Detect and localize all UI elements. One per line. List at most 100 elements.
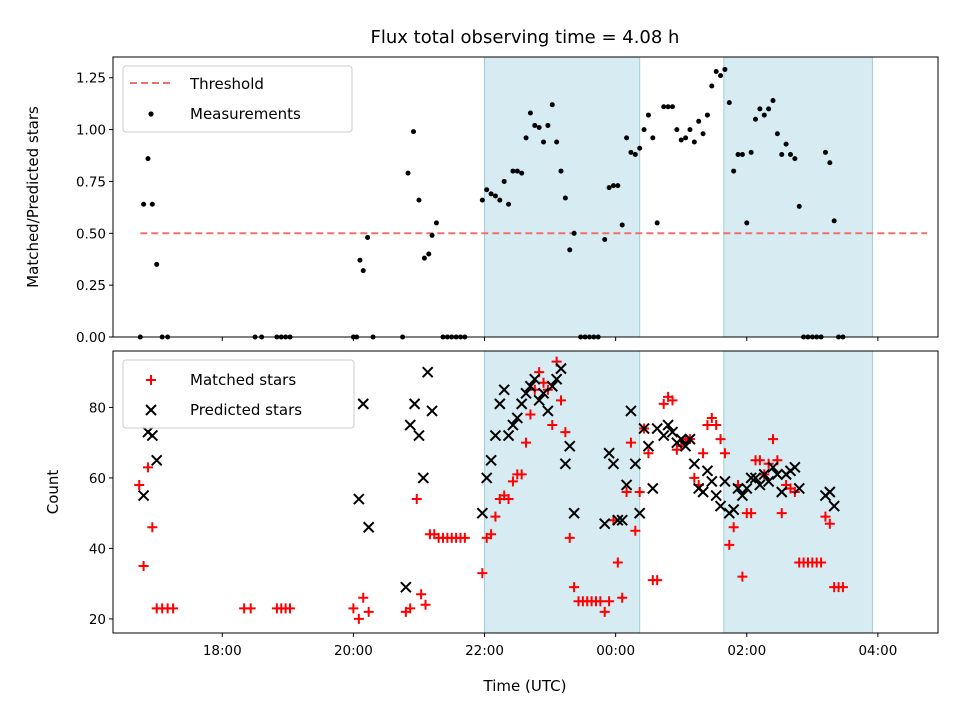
top-legend-frame bbox=[122, 65, 353, 133]
matched-point-31 bbox=[459, 532, 470, 543]
predicted-point-30 bbox=[546, 380, 558, 392]
measurement-point-21 bbox=[410, 129, 416, 135]
matched-point-3 bbox=[147, 522, 158, 533]
measurement-point-53 bbox=[567, 247, 573, 253]
matched-point-83 bbox=[702, 420, 713, 431]
predicted-point-76 bbox=[776, 486, 788, 498]
matched-point-17 bbox=[363, 606, 374, 617]
predicted-point-32 bbox=[555, 362, 567, 375]
predicted-point-71 bbox=[754, 479, 766, 491]
measurement-point-63 bbox=[615, 183, 621, 189]
measurement-point-52 bbox=[562, 195, 568, 201]
predicted-point-40 bbox=[616, 514, 628, 526]
measurement-point-88 bbox=[726, 100, 732, 106]
matched-point-91 bbox=[737, 571, 748, 582]
predicted-point-41 bbox=[620, 479, 633, 491]
matched-point-87 bbox=[719, 448, 730, 459]
legend-matched-label: Matched stars bbox=[190, 371, 296, 389]
predicted-point-46 bbox=[642, 440, 655, 452]
predicted-point-55 bbox=[684, 433, 696, 445]
predicted-point-37 bbox=[603, 447, 615, 459]
measurement-point-37 bbox=[497, 197, 503, 203]
measurement-point-84 bbox=[709, 83, 715, 89]
legend-measurements-label: Measurements bbox=[190, 105, 301, 123]
measurement-point-90 bbox=[735, 151, 741, 157]
measurement-point-2 bbox=[145, 156, 151, 162]
measurement-point-79 bbox=[687, 127, 693, 133]
measurement-point-42 bbox=[519, 170, 525, 176]
matched-point-9 bbox=[245, 603, 256, 614]
predicted-point-54 bbox=[679, 440, 692, 452]
matched-point-68 bbox=[634, 487, 645, 497]
matched-point-93 bbox=[746, 508, 757, 519]
top-y-tick-label-3: 0.75 bbox=[76, 174, 106, 190]
predicted-point-35 bbox=[568, 507, 580, 519]
predicted-point-53 bbox=[675, 433, 687, 445]
matched-point-110 bbox=[820, 511, 831, 522]
matched-point-16 bbox=[358, 592, 369, 603]
top-plot-frame bbox=[112, 56, 939, 338]
x-tick-label-1: 20:00 bbox=[334, 643, 373, 659]
measurement-point-83 bbox=[704, 112, 710, 118]
measurement-point-51 bbox=[558, 168, 564, 174]
bottom-legend-frame bbox=[122, 359, 355, 429]
measurement-point-23 bbox=[421, 255, 427, 261]
predicted-point-82 bbox=[824, 486, 836, 498]
predicted-point-4 bbox=[353, 493, 365, 505]
matched-point-48 bbox=[547, 420, 558, 431]
matched-point-51 bbox=[560, 427, 571, 438]
measurement-point-98 bbox=[770, 98, 776, 104]
predicted-point-51 bbox=[666, 426, 679, 438]
matched-point-67 bbox=[630, 525, 641, 536]
predicted-point-28 bbox=[537, 387, 550, 400]
predicted-point-49 bbox=[658, 429, 670, 442]
matched-point-75 bbox=[667, 395, 678, 406]
predicted-point-45 bbox=[638, 422, 650, 435]
predicted-point-61 bbox=[710, 489, 722, 502]
top-shaded-interval-0 bbox=[484, 56, 641, 338]
predicted-point-2 bbox=[146, 429, 159, 442]
matched-point-15 bbox=[353, 613, 364, 624]
predicted-point-23 bbox=[515, 398, 528, 410]
matched-point-114 bbox=[837, 582, 848, 593]
measurement-point-87 bbox=[722, 66, 728, 72]
matched-point-100 bbox=[776, 508, 787, 519]
measurement-point-1 bbox=[141, 201, 147, 207]
measurement-point-40 bbox=[510, 168, 516, 174]
measurement-point-38 bbox=[501, 178, 507, 184]
measurement-point-94 bbox=[753, 116, 759, 122]
measurement-point-50 bbox=[554, 139, 560, 145]
predicted-point-75 bbox=[771, 468, 784, 481]
measurement-point-70 bbox=[645, 112, 651, 118]
predicted-point-83 bbox=[828, 500, 840, 512]
matched-point-66 bbox=[625, 437, 636, 448]
legend-threshold-label: Threshold bbox=[189, 75, 264, 93]
measurement-point-24 bbox=[426, 251, 432, 257]
bot-y-tick-label-2: 60 bbox=[89, 471, 106, 487]
measurement-point-97 bbox=[766, 106, 772, 112]
measurement-point-76 bbox=[674, 127, 680, 133]
matched-point-59 bbox=[595, 596, 606, 607]
matched-point-86 bbox=[715, 434, 726, 445]
predicted-point-13 bbox=[426, 405, 438, 417]
predicted-point-0 bbox=[137, 489, 150, 502]
matched-point-109 bbox=[816, 557, 827, 568]
top-y-tick-label-5: 1.25 bbox=[76, 71, 106, 87]
predicted-point-44 bbox=[633, 507, 646, 519]
x-tick-label-4: 02:00 bbox=[727, 643, 766, 659]
matched-point-0 bbox=[134, 479, 145, 490]
measurement-point-91 bbox=[739, 151, 745, 157]
predicted-point-65 bbox=[727, 503, 740, 516]
measurement-point-92 bbox=[744, 220, 750, 226]
measurement-point-44 bbox=[527, 110, 533, 116]
predicted-point-67 bbox=[736, 489, 749, 502]
matched-point-7 bbox=[168, 603, 179, 614]
measurement-point-4 bbox=[154, 261, 160, 267]
matched-point-13 bbox=[285, 603, 296, 614]
predicted-point-66 bbox=[732, 482, 744, 495]
predicted-point-73 bbox=[762, 475, 775, 488]
measurement-point-95 bbox=[757, 106, 763, 112]
predicted-point-59 bbox=[701, 465, 714, 477]
bot-y-tick-label-0: 20 bbox=[89, 612, 106, 628]
matched-point-46 bbox=[538, 377, 549, 388]
